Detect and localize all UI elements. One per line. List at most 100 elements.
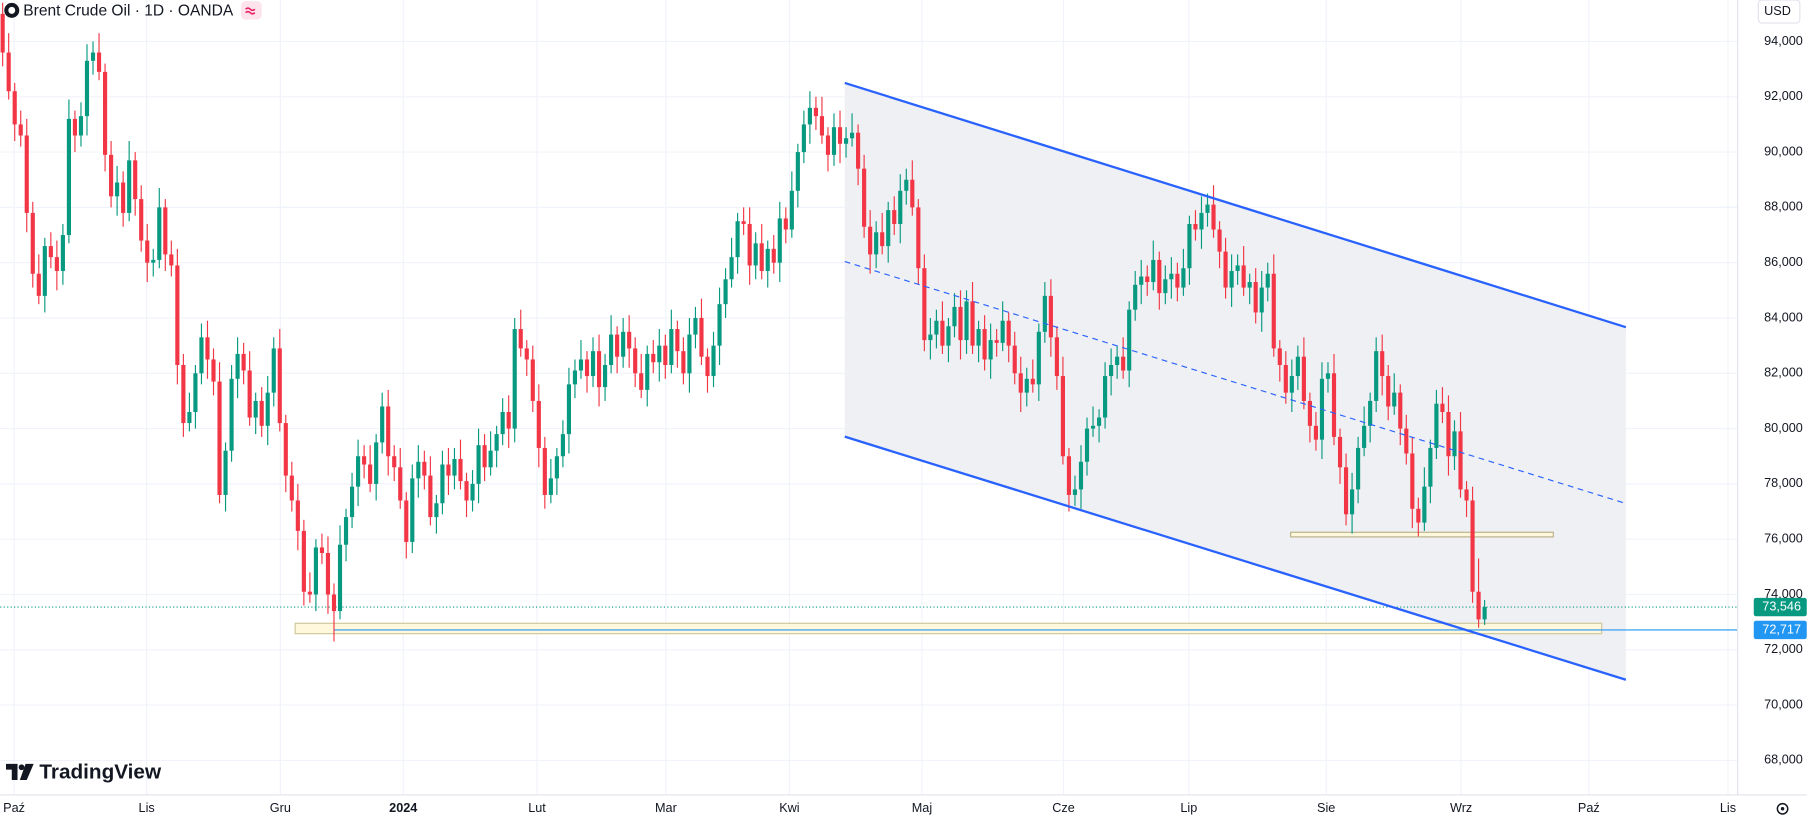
candle-body [217,381,222,495]
candle-body [928,334,933,341]
candle-body [253,400,258,418]
support-zone [1290,531,1554,538]
y-tick-label: 94,000 [1764,34,1803,48]
candle-body [1006,320,1011,346]
candle-body [554,456,559,479]
chart-title: Brent Crude Oil · 1D · OANDA [23,3,234,20]
x-tick-label: 2024 [389,801,417,815]
candle-body [0,13,5,53]
candle-body [1217,229,1222,252]
candle-body [1241,265,1246,288]
candle-body [964,301,969,341]
candle-body [590,351,596,377]
candle-body [1350,489,1355,515]
candle-body [24,135,29,213]
x-tick-label: Mar [655,801,677,815]
candles [0,2,1487,642]
candle-body [1458,431,1463,490]
candle-body [12,91,17,125]
candle-body [259,400,264,426]
candle-body [500,411,505,435]
candle-body [1337,436,1343,468]
support-zone [294,622,1603,635]
candle-body [910,179,915,208]
candle-body [542,447,547,495]
candle-body [1115,356,1120,365]
candle-body [36,273,41,296]
settings-icon[interactable] [1776,802,1789,815]
candle-body [1103,376,1108,418]
candle-body [1410,453,1415,509]
candle-body [1428,447,1433,487]
x-tick-label: Kwi [779,801,799,815]
candle-body [1482,607,1487,620]
candle-body [849,132,855,139]
candle-body [711,345,716,377]
level-label: 72,717 [1762,622,1801,636]
x-tick-label: Gru [270,801,291,815]
candle-body [916,207,921,269]
candle-body [1169,273,1174,280]
candle-body [572,370,578,385]
candle-body [193,373,198,412]
candle-body [819,116,825,136]
candle-body [934,320,939,335]
candle-body [1434,403,1439,448]
candle-body [1464,489,1469,501]
candle-body [1368,400,1373,426]
candle-body [825,135,831,155]
candle-body [657,345,662,363]
candle-body [1374,351,1379,401]
candle-body [1139,276,1144,285]
candle-body [880,232,885,247]
candle-body [705,356,710,377]
candle-body [970,301,975,346]
candle-body [1060,376,1065,457]
candle-body [868,226,873,255]
candle-body [1048,295,1053,338]
candle-body [747,223,752,266]
candle-body [1096,417,1102,426]
candle-body [669,329,674,365]
candle-body [1301,356,1306,401]
candle-body [392,456,397,468]
candle-body [735,221,740,258]
candle-body [506,411,511,429]
candle-body [1446,411,1451,457]
candle-body [1247,282,1252,288]
candle-body [18,124,23,136]
x-tick-label: Paź [3,801,25,815]
candle-body [434,503,439,518]
candle-body [283,423,288,476]
candle-body [211,359,216,382]
candle-body [1187,223,1192,269]
candle-body [470,483,475,501]
candle-body [1163,279,1168,294]
candle-body [301,530,306,592]
candle-body [115,182,120,197]
candle-body [181,364,186,424]
candle-body [464,481,469,501]
candle-body [1422,486,1427,523]
y-tick-label: 78,000 [1764,476,1803,490]
settings-icon[interactable] [1776,802,1789,815]
candle-body [1325,373,1331,379]
candle-body [482,445,487,468]
candle-body [518,329,523,349]
candle-body [982,329,987,360]
candle-body [1090,425,1096,429]
settings-icon[interactable] [1780,807,1785,811]
candle-body [831,127,837,155]
candle-body [223,450,228,495]
currency-button[interactable] [1757,0,1801,24]
candle-body [886,210,891,247]
candle-body [90,52,96,61]
x-tick-label: Lip [1180,801,1197,815]
y-tick-label: 72,000 [1764,642,1803,656]
candle-body [621,331,626,357]
candle-body [1205,204,1210,213]
candle-body [663,345,668,365]
candle-body [651,353,656,363]
channel-lower [844,435,1627,681]
